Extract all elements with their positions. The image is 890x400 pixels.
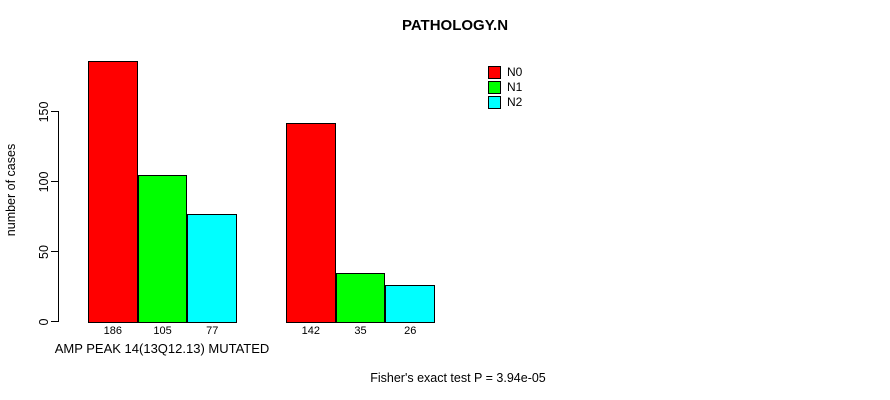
legend-swatch-N1	[488, 81, 501, 94]
y-tick-mark-100	[51, 180, 58, 183]
y-tick-label-50: 50	[37, 244, 51, 259]
y-tick-label-100: 100	[37, 171, 51, 192]
bar-group1-N2	[187, 213, 238, 323]
legend-item-N2: N2	[488, 95, 522, 110]
legend-item-N1: N1	[488, 80, 522, 95]
fisher-test-annotation: Fisher's exact test P = 3.94e-05	[370, 371, 546, 385]
y-axis-title: number of cases	[4, 143, 18, 237]
y-tick-label-150: 150	[37, 101, 51, 122]
bar-group1-N1	[137, 174, 188, 323]
x-axis-label: AMP PEAK 14(13Q12.13) MUTATED	[54, 341, 270, 356]
legend-swatch-N2	[488, 96, 501, 109]
bar-value-group2-N2: 26	[404, 325, 417, 337]
legend: N0 N1 N2	[488, 65, 522, 110]
bar-value-group1-N2: 77	[206, 325, 219, 337]
legend-swatch-N0	[488, 66, 501, 79]
bar-group2-N1	[335, 272, 386, 323]
bar-value-group2-N1: 35	[354, 325, 367, 337]
legend-label-N1: N1	[507, 80, 523, 94]
legend-item-N0: N0	[488, 65, 522, 80]
y-axis-line	[57, 111, 59, 322]
bar-value-group1-N0: 186	[103, 325, 123, 337]
legend-label-N2: N2	[507, 95, 523, 109]
bar-value-group2-N0: 142	[301, 325, 321, 337]
y-tick-mark-50	[51, 250, 58, 253]
chart-title: PATHOLOGY.N	[401, 17, 509, 34]
y-tick-mark-0	[51, 320, 58, 323]
bar-group2-N2	[385, 285, 436, 323]
y-tick-mark-150	[51, 110, 58, 113]
bar-group2-N0	[286, 122, 336, 323]
legend-label-N0: N0	[507, 65, 523, 79]
y-tick-label-0: 0	[37, 318, 51, 325]
bar-value-group1-N1: 105	[153, 325, 172, 337]
bar-group1-N0	[88, 61, 138, 323]
